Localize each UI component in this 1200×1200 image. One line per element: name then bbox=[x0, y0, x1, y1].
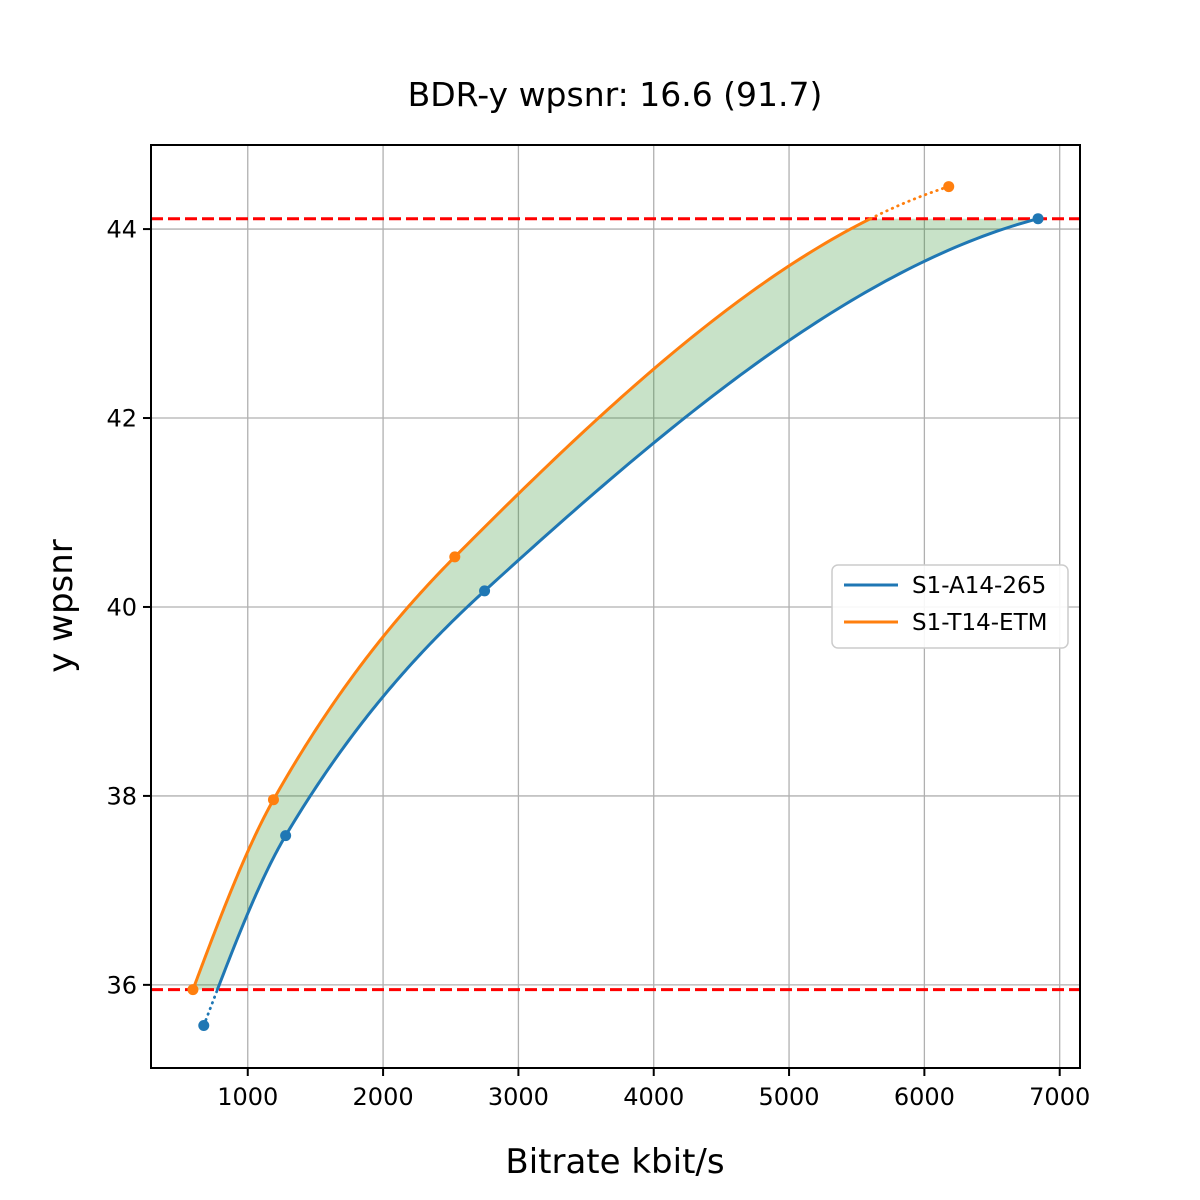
x-axis-label: Bitrate kbit/s bbox=[505, 1142, 724, 1182]
axes: 1000 2000 3000 4000 5000 6000 7000 36 38 40 42 44 bbox=[106, 144, 1090, 1111]
overlap-reference-lines bbox=[151, 217, 1080, 992]
series-curves bbox=[191, 185, 1040, 1027]
data-point-s1-t14-etm bbox=[267, 794, 279, 806]
data-point-s1-a14-265 bbox=[198, 1019, 210, 1031]
x-tick-label: 3000 bbox=[488, 1083, 549, 1111]
legend-entry-label: S1-A14-265 bbox=[912, 573, 1046, 599]
y-tick-label: 36 bbox=[106, 971, 137, 999]
x-tick-label: 6000 bbox=[894, 1083, 955, 1111]
x-tick-label: 7000 bbox=[1029, 1083, 1090, 1111]
x-tick-label: 4000 bbox=[623, 1083, 684, 1111]
x-tick-label: 5000 bbox=[759, 1083, 820, 1111]
y-tick-label: 40 bbox=[106, 593, 137, 621]
y-axis-label: y wpsnr bbox=[41, 539, 81, 673]
data-points bbox=[187, 181, 1044, 1031]
series-line-s1-a14-265 bbox=[215, 217, 1040, 992]
y-tick-label: 42 bbox=[106, 405, 137, 433]
series-line-s1-t14-etm bbox=[191, 217, 873, 992]
x-tick-label: 1000 bbox=[217, 1083, 278, 1111]
data-point-s1-t14-etm bbox=[449, 551, 461, 563]
data-point-s1-t14-etm bbox=[187, 984, 199, 996]
legend-entry-label: S1-T14-ETM bbox=[912, 610, 1047, 636]
data-point-s1-a14-265 bbox=[1032, 213, 1044, 225]
legend: S1-A14-265 S1-T14-ETM bbox=[831, 564, 1069, 649]
data-point-s1-a14-265 bbox=[280, 830, 292, 842]
data-point-s1-t14-etm bbox=[943, 181, 955, 193]
y-tick-label: 44 bbox=[106, 216, 137, 244]
data-point-s1-a14-265 bbox=[479, 585, 491, 597]
chart-title: BDR-y wpsnr: 16.6 (91.7) bbox=[408, 75, 823, 114]
y-tick-label: 38 bbox=[106, 782, 137, 810]
series-extension-s1-t14-etm bbox=[869, 185, 951, 221]
x-tick-label: 2000 bbox=[353, 1083, 414, 1111]
series-extension-s1-a14-265 bbox=[202, 988, 219, 1027]
